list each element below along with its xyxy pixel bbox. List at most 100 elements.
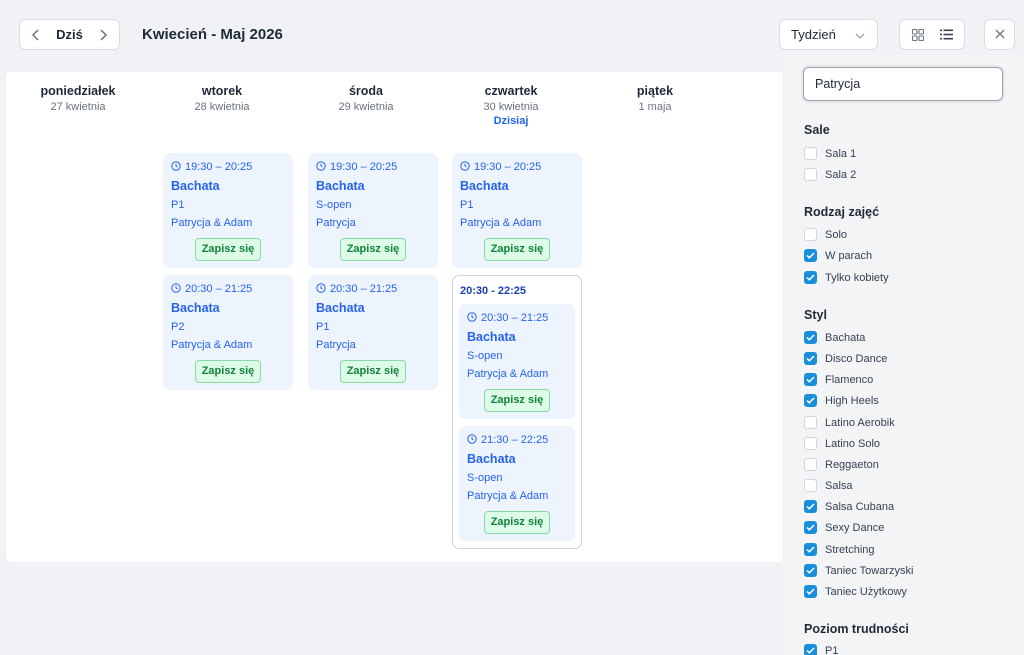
filter-option[interactable]: Reggaeton bbox=[804, 458, 879, 471]
filter-option[interactable]: W parach bbox=[804, 249, 872, 262]
filter-option-label: Sala 2 bbox=[825, 168, 857, 181]
event-instructors: Patrycja & Adam bbox=[460, 217, 542, 229]
event-card[interactable]: 19:30 – 20:25 Bachata P1 Patrycja & Adam… bbox=[163, 153, 293, 268]
event-card[interactable]: 19:30 – 20:25 Bachata S-open Patrycja Za… bbox=[308, 153, 438, 268]
checkbox-checked[interactable] bbox=[804, 564, 817, 577]
event-time: 20:30 – 21:25 bbox=[330, 283, 398, 295]
clock-icon bbox=[316, 282, 326, 296]
chevron-left-icon[interactable] bbox=[28, 27, 44, 43]
filter-option[interactable]: Sexy Dance bbox=[804, 521, 884, 534]
filter-section-title: Rodzaj zajęć bbox=[804, 205, 880, 219]
event-time: 20:30 – 21:25 bbox=[481, 312, 549, 324]
signup-button[interactable]: Zapisz się bbox=[484, 238, 550, 261]
event-time: 20:30 – 21:25 bbox=[185, 283, 253, 295]
checkbox-checked[interactable] bbox=[804, 271, 817, 284]
view-select-value: Tydzień bbox=[791, 27, 836, 42]
event-card[interactable]: 20:30 – 21:25 Bachata S-open Patrycja & … bbox=[459, 304, 575, 419]
checkbox-checked[interactable] bbox=[804, 331, 817, 344]
event-card[interactable]: 20:30 – 21:25 Bachata P2 Patrycja & Adam… bbox=[163, 275, 293, 390]
checkbox[interactable] bbox=[804, 168, 817, 181]
filter-option-label: Flamenco bbox=[825, 373, 874, 386]
filter-option-label: Solo bbox=[825, 228, 848, 241]
checkbox-checked[interactable] bbox=[804, 373, 817, 386]
day-name: poniedziałek bbox=[40, 84, 116, 98]
event-instructors: Patrycja bbox=[316, 217, 356, 229]
event-title: Bachata bbox=[467, 330, 516, 344]
event-card[interactable]: 21:30 – 22:25 Bachata S-open Patrycja & … bbox=[459, 426, 575, 541]
today-button[interactable]: Dziś bbox=[56, 27, 83, 42]
event-card[interactable]: 20:30 – 21:25 Bachata P1 Patrycja Zapisz… bbox=[308, 275, 438, 390]
day-header-friday: piątek 1 maja bbox=[590, 84, 720, 113]
signup-button[interactable]: Zapisz się bbox=[195, 360, 261, 383]
filter-option[interactable]: Tylko kobiety bbox=[804, 271, 889, 284]
checkbox-checked[interactable] bbox=[804, 352, 817, 365]
filter-option[interactable]: High Heels bbox=[804, 394, 879, 407]
clock-icon bbox=[316, 160, 326, 174]
filter-option-label: High Heels bbox=[825, 394, 879, 407]
signup-button[interactable]: Zapisz się bbox=[340, 238, 406, 261]
event-instructors: Patrycja bbox=[316, 339, 356, 351]
view-select[interactable]: Tydzień bbox=[779, 19, 878, 50]
filter-option-label: Sala 1 bbox=[825, 147, 857, 160]
day-header-monday: poniedziałek 27 kwietnia bbox=[13, 84, 143, 113]
checkbox[interactable] bbox=[804, 437, 817, 450]
event-level: S-open bbox=[467, 350, 503, 362]
checkbox-checked[interactable] bbox=[804, 543, 817, 556]
checkbox[interactable] bbox=[804, 228, 817, 241]
filter-option[interactable]: Stretching bbox=[804, 543, 875, 556]
signup-button[interactable]: Zapisz się bbox=[195, 238, 261, 261]
event-title: Bachata bbox=[171, 179, 220, 193]
view-toggle bbox=[899, 19, 965, 50]
day-date: 28 kwietnia bbox=[194, 101, 250, 113]
today-marker: Dzisiaj bbox=[493, 115, 529, 127]
filter-option[interactable]: Salsa Cubana bbox=[804, 500, 894, 513]
filter-option[interactable]: P1 bbox=[804, 644, 838, 655]
search-input[interactable] bbox=[803, 67, 1003, 101]
filter-option[interactable]: Latino Solo bbox=[804, 437, 880, 450]
chevron-right-icon[interactable] bbox=[95, 27, 111, 43]
signup-button[interactable]: Zapisz się bbox=[484, 511, 550, 534]
clock-icon bbox=[171, 160, 181, 174]
event-level: P1 bbox=[316, 321, 330, 333]
filter-option[interactable]: Flamenco bbox=[804, 373, 873, 386]
day-date: 30 kwietnia bbox=[483, 101, 539, 113]
event-card[interactable]: 19:30 – 20:25 Bachata P1 Patrycja & Adam… bbox=[452, 153, 582, 268]
checkbox-checked[interactable] bbox=[804, 521, 817, 534]
signup-button[interactable]: Zapisz się bbox=[484, 389, 550, 412]
filter-option[interactable]: Taniec Towarzyski bbox=[804, 564, 913, 577]
grid-view-icon[interactable] bbox=[907, 24, 929, 46]
filter-option[interactable]: Bachata bbox=[804, 331, 865, 344]
filter-option[interactable]: Sala 2 bbox=[804, 168, 856, 181]
event-level: S-open bbox=[316, 199, 352, 211]
checkbox-checked[interactable] bbox=[804, 585, 817, 598]
filter-option[interactable]: Solo bbox=[804, 228, 847, 241]
event-instructors: Patrycja & Adam bbox=[171, 339, 253, 351]
event-time: 21:30 – 22:25 bbox=[481, 434, 549, 446]
day-header-tuesday: wtorek 28 kwietnia bbox=[157, 84, 287, 113]
event-instructors: Patrycja & Adam bbox=[467, 368, 549, 380]
checkbox[interactable] bbox=[804, 147, 817, 160]
signup-button[interactable]: Zapisz się bbox=[340, 360, 406, 383]
filter-option[interactable]: Salsa bbox=[804, 479, 853, 492]
event-time: 19:30 – 20:25 bbox=[330, 161, 398, 173]
filter-option[interactable]: Sala 1 bbox=[804, 147, 856, 160]
checkbox-checked[interactable] bbox=[804, 249, 817, 262]
filter-option[interactable]: Taniec Użytkowy bbox=[804, 585, 907, 598]
filter-option-label: W parach bbox=[825, 249, 873, 262]
checkbox[interactable] bbox=[804, 479, 817, 492]
event-group-time: 20:30 - 22:25 bbox=[460, 285, 527, 297]
filter-option[interactable]: Disco Dance bbox=[804, 352, 887, 365]
chevron-down-icon bbox=[855, 27, 865, 42]
list-view-icon[interactable] bbox=[935, 24, 957, 46]
event-title: Bachata bbox=[316, 301, 365, 315]
checkbox[interactable] bbox=[804, 458, 817, 471]
checkbox-checked[interactable] bbox=[804, 394, 817, 407]
event-instructors: Patrycja & Adam bbox=[467, 490, 549, 502]
filter-option[interactable]: Latino Aerobik bbox=[804, 416, 895, 429]
filter-option-label: Tylko kobiety bbox=[825, 271, 889, 284]
week-calendar: poniedziałek 27 kwietnia wtorek 28 kwiet… bbox=[6, 72, 796, 562]
checkbox-checked[interactable] bbox=[804, 500, 817, 513]
checkbox-checked[interactable] bbox=[804, 644, 817, 655]
checkbox[interactable] bbox=[804, 416, 817, 429]
close-button[interactable] bbox=[984, 19, 1015, 50]
